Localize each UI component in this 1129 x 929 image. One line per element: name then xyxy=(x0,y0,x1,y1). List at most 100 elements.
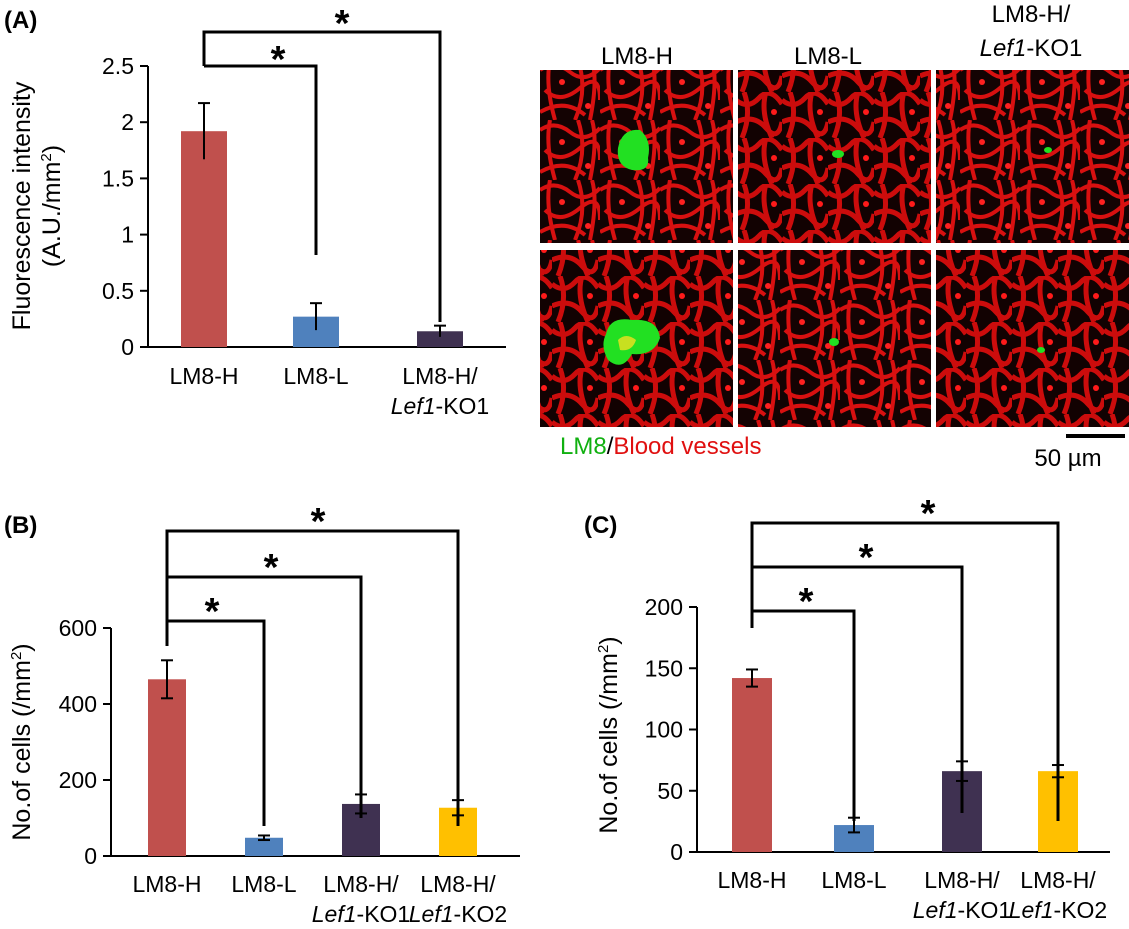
chart-b-bars xyxy=(148,659,477,856)
category-suffix: -KO2 xyxy=(454,901,508,927)
category-suffix: -KO1 xyxy=(958,897,1012,923)
chart-c-significance: * * * xyxy=(750,493,1060,821)
panel-label-b: (B) xyxy=(4,512,37,539)
bar-2 xyxy=(245,837,283,856)
category-label-4: LM8-H/ xyxy=(420,871,496,897)
chart-c-ylabel: No.of cells (/mm2) xyxy=(595,636,623,833)
chart-c-ticks: 0 50 100 150 200 xyxy=(645,594,697,865)
chart-b-ylabel: No.of cells (/mm2) xyxy=(8,643,36,840)
y-tick-label: 50 xyxy=(657,778,683,804)
panel-label-a: (A) xyxy=(4,7,37,34)
sig-star-b-1: * xyxy=(311,501,326,543)
y-tick-label: 1.5 xyxy=(102,165,134,191)
category-label-1: LM8-H xyxy=(169,363,238,389)
y-tick-label: 150 xyxy=(645,655,683,681)
y-tick-label: 0 xyxy=(84,843,97,869)
category-label-4-line2: Lef1-KO2 xyxy=(409,901,507,927)
sig-star-c-3: * xyxy=(799,581,814,623)
chart-a-categories: LM8-H LM8-L LM8-H/Lef1-KO1 xyxy=(169,363,489,419)
y-tick-label: 0.5 xyxy=(102,278,134,304)
micrograph-caption: LM8/Blood vessels xyxy=(560,433,761,460)
category-label-3: LM8-H/ xyxy=(924,867,1000,893)
y-tick-label: 600 xyxy=(59,615,97,641)
lm8-cell-dot-1 xyxy=(832,150,844,158)
category-italic: Lef1 xyxy=(409,901,454,927)
sig-star-b-2: * xyxy=(264,547,279,589)
sig-star-c-1: * xyxy=(921,493,936,535)
sig-star-a-2: * xyxy=(271,39,286,81)
y-tick-label: 2.5 xyxy=(102,53,134,79)
chart-a-ylabel-line1: Fluorescence intensity xyxy=(8,81,36,330)
micro-col-label-3a: LM8-H/ xyxy=(992,1,1071,28)
category-label-3-line2: Lef1-KO1 xyxy=(312,901,410,927)
category-label-3: LM8-H/ xyxy=(323,871,399,897)
category-suffix: -KO2 xyxy=(1054,897,1108,923)
sig-bracket-b-2 xyxy=(165,575,363,818)
y-tick-label: 0 xyxy=(670,839,683,865)
micrograph-grid: LM8-H LM8-L LM8-H/ Lef1-KO1 LM8/Blood ve… xyxy=(540,1,1129,472)
category-suffix: -KO1 xyxy=(357,901,411,927)
category-label-2: LM8-L xyxy=(283,363,348,389)
micrograph-ko1-top xyxy=(936,70,1129,243)
bar-1 xyxy=(181,131,227,347)
lm8-cell-dot-3 xyxy=(829,338,839,346)
bar-1 xyxy=(148,679,186,856)
y-tick-label: 2 xyxy=(121,109,134,135)
category-suffix: -KO1 xyxy=(436,393,490,419)
micro-col-label-1: LM8-H xyxy=(601,43,673,70)
chart-c: 0 50 100 150 200 LM8-H LM8-L LM8-H/Lef1-KO1 LM8… xyxy=(595,493,1110,923)
scale-bar-label: 50 µm xyxy=(1034,445,1101,472)
chart-a-ticks: 0 0.5 1 1.5 2 2.5 xyxy=(102,53,148,360)
category-italic: Lef1 xyxy=(1009,897,1054,923)
lm8-cell-dot-2 xyxy=(1044,147,1052,153)
y-tick-label: 100 xyxy=(645,717,683,743)
sig-bracket-a-1 xyxy=(202,30,442,322)
category-label-4: LM8-H/ xyxy=(1020,867,1096,893)
chart-c-bars xyxy=(732,668,1078,852)
lm8-cell-overlap xyxy=(618,336,636,351)
sig-star-a-1: * xyxy=(335,3,350,45)
bar-3 xyxy=(417,331,463,347)
chart-a-ylabel-line2: (A.U./mm2) xyxy=(38,145,66,267)
lm8-cell-signals xyxy=(603,129,1052,365)
panel-label-c: (C) xyxy=(584,512,617,539)
chart-b-ticks: 0 200 400 600 xyxy=(59,615,111,869)
category-label-2: LM8-L xyxy=(821,867,886,893)
y-tick-label: 200 xyxy=(59,767,97,793)
sig-star-c-2: * xyxy=(859,537,874,579)
category-label-3-line2: Lef1-KO1 xyxy=(913,897,1011,923)
micrograph-ko1-bottom xyxy=(936,250,1129,427)
sig-bracket-a-2 xyxy=(204,64,318,255)
chart-a-bars xyxy=(181,102,463,347)
micro-col-label-3b: Lef1-KO1 xyxy=(980,35,1083,62)
sig-star-b-3: * xyxy=(205,591,220,633)
micro-col-label-2: LM8-L xyxy=(794,43,862,70)
sig-bracket-b-3 xyxy=(165,619,266,826)
category-label-4-line2: Lef1-KO2 xyxy=(1009,897,1107,923)
category-label-3: LM8-H/ xyxy=(402,363,478,389)
sig-bracket-b-1 xyxy=(165,529,460,826)
chart-a: 0 0.5 1 1.5 2 2.5 LM8-H LM8-L LM8-H/Lef1-KO1 * … xyxy=(8,3,506,419)
chart-a-significance: * * xyxy=(202,3,442,322)
category-label-3-line2: Lef1-KO1 xyxy=(391,393,489,419)
lm8-cell-cluster-1 xyxy=(617,129,649,171)
category-label-2: LM8-L xyxy=(231,871,296,897)
chart-b: 0 200 400 600 LM8-H LM8-L LM8-H/Lef1-KO1 LM8-H… xyxy=(8,501,520,927)
y-tick-label: 400 xyxy=(59,691,97,717)
y-tick-label: 200 xyxy=(645,594,683,620)
category-label-1: LM8-H xyxy=(717,867,786,893)
sig-bracket-c-2 xyxy=(750,565,964,813)
category-label-1: LM8-H xyxy=(132,871,201,897)
category-italic: Lef1 xyxy=(312,901,357,927)
category-italic: Lef1 xyxy=(913,897,958,923)
lm8-cell-dot-4 xyxy=(1037,347,1045,353)
category-italic: Lef1 xyxy=(391,393,436,419)
y-tick-label: 1 xyxy=(121,222,134,248)
bar-1 xyxy=(732,678,772,852)
y-tick-label: 0 xyxy=(121,334,134,360)
chart-b-significance: * * * xyxy=(165,501,460,826)
sig-bracket-c-3 xyxy=(750,609,856,821)
